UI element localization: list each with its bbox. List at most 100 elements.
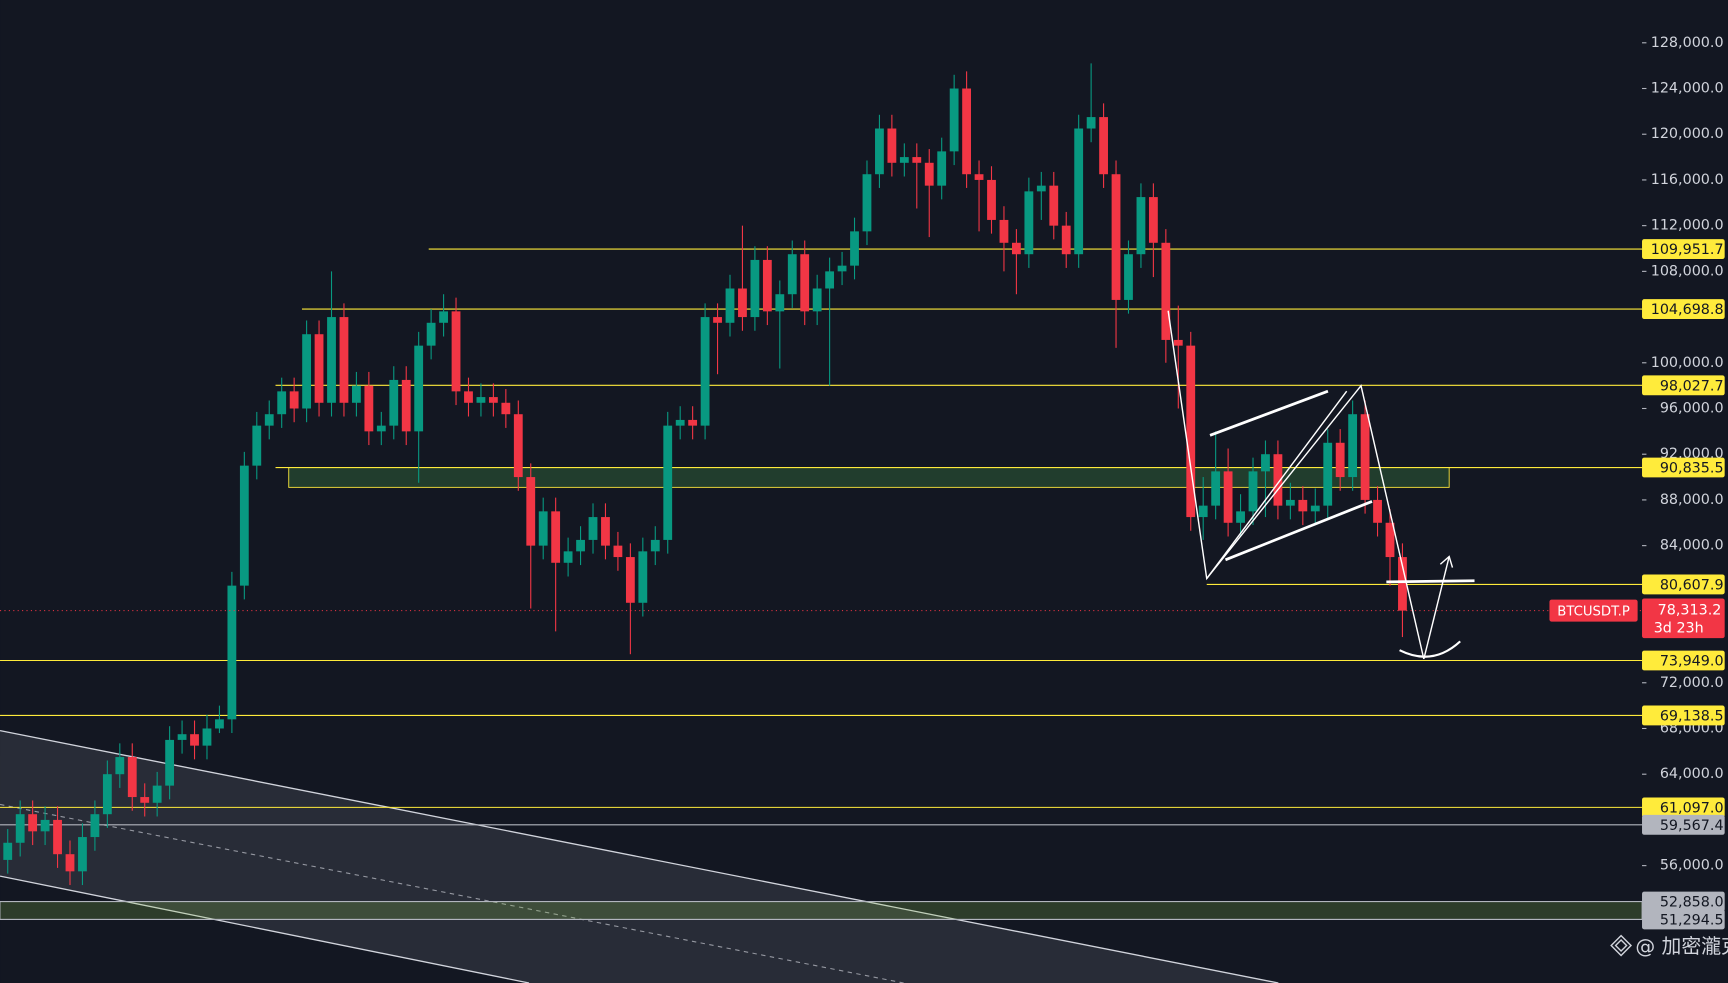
y-tick-label: 88,000.0: [1660, 492, 1724, 508]
level-label-box: [1642, 650, 1725, 671]
candle-body: [650, 539, 660, 552]
drawings-under: [0, 248, 1643, 983]
y-tick-label: 96,000.0: [1660, 400, 1724, 416]
level-label: 80,607.9: [1660, 578, 1724, 594]
level-label-box: [1642, 705, 1725, 726]
candle-body: [190, 734, 199, 746]
candle-body: [1273, 454, 1283, 506]
candle-body: [887, 128, 897, 163]
candle-body: [638, 551, 648, 603]
candle-body: [738, 288, 747, 318]
candle-body: [688, 419, 698, 426]
candle-body: [65, 854, 75, 872]
candle-body: [1223, 471, 1233, 523]
candle-body: [1385, 522, 1395, 558]
candle-body: [812, 288, 822, 312]
candle-body: [401, 379, 411, 432]
candle-body: [551, 511, 561, 563]
candles: [3, 63, 1407, 886]
y-tick-label: 84,000.0: [1660, 538, 1724, 554]
y-tick-label: 116,000.0: [1651, 172, 1724, 188]
candle-body: [252, 425, 262, 466]
y-tick-label: 120,000.0: [1651, 126, 1724, 142]
level-label: 109,951.7: [1651, 242, 1724, 258]
y-tick-label: 100,000.0: [1651, 355, 1724, 371]
level-label-box: [1642, 814, 1725, 835]
candle-body: [1261, 454, 1270, 472]
candle-body: [215, 719, 224, 729]
candle-body: [563, 551, 573, 563]
zone: [0, 901, 1643, 920]
candle-body: [78, 837, 87, 872]
channel-upper: [0, 729, 1279, 983]
candle-body: [289, 391, 299, 409]
pattern-line: [1167, 310, 1425, 660]
last-price-label: 78,313.2: [1658, 603, 1722, 619]
candle-body: [389, 379, 399, 426]
candle-body: [1211, 471, 1221, 506]
candle-body: [53, 819, 62, 855]
level-label: 73,949.0: [1660, 654, 1724, 670]
candle-body: [239, 465, 249, 586]
candle-body: [875, 128, 884, 175]
candle-body: [1173, 339, 1183, 346]
level-label: 90,835.5: [1660, 461, 1724, 477]
candle-body: [488, 397, 498, 403]
candle-body: [277, 391, 287, 415]
y-tick-label: 72,000.0: [1660, 675, 1724, 691]
candle-body: [264, 414, 274, 426]
level-label: 104,698.8: [1651, 302, 1724, 318]
countdown: 3d 23h: [1654, 620, 1704, 636]
y-tick-label: 64,000.0: [1660, 766, 1724, 782]
watermark-icon: [1610, 934, 1633, 957]
candle-body: [439, 311, 448, 323]
candle-body: [426, 322, 436, 346]
candle-body: [613, 545, 623, 558]
candle-body: [464, 391, 473, 403]
candle-body: [1248, 471, 1258, 512]
candle-body: [700, 317, 710, 426]
candle-body: [140, 797, 150, 803]
candle-body: [850, 231, 859, 266]
candle-body: [1236, 511, 1245, 523]
candle-body: [90, 814, 100, 838]
candle-body: [339, 317, 349, 403]
candle-body: [1049, 185, 1059, 226]
candle-body: [513, 414, 523, 478]
candle-body: [302, 334, 312, 409]
candle-body: [663, 425, 673, 540]
candle-body: [1124, 254, 1133, 300]
candle-body: [538, 511, 548, 546]
symbol-box: [1549, 599, 1638, 622]
candle-body: [576, 539, 585, 552]
candle-body: [750, 259, 760, 318]
flag-upper: [1209, 389, 1329, 437]
y-tick-label: 128,000.0: [1651, 35, 1724, 51]
candle-body: [601, 517, 610, 546]
candle-body: [1161, 242, 1171, 340]
candle-body: [912, 157, 922, 163]
level-label: 59,567.4: [1660, 818, 1724, 834]
candle-body: [837, 265, 847, 272]
candle-body: [800, 254, 810, 312]
candle-body: [327, 317, 336, 403]
candle-body: [1061, 225, 1071, 255]
candle-body: [28, 814, 38, 832]
bottom-curve: [1399, 640, 1461, 658]
candle-body: [1148, 197, 1158, 243]
last-price-box: [1642, 598, 1725, 639]
candle-body: [937, 151, 947, 186]
level-label: 61,097.0: [1660, 800, 1724, 816]
candle-body: [588, 517, 598, 540]
candle-body: [1099, 117, 1108, 175]
candle-body: [1323, 442, 1333, 506]
candle-body: [725, 288, 735, 323]
level-label-box: [1642, 909, 1725, 930]
candle-body: [775, 294, 785, 312]
candle-body: [177, 734, 187, 740]
candle-body: [625, 557, 635, 603]
candle-body: [899, 157, 909, 163]
drawings-over: [1167, 310, 1475, 660]
candle-body: [414, 345, 424, 432]
